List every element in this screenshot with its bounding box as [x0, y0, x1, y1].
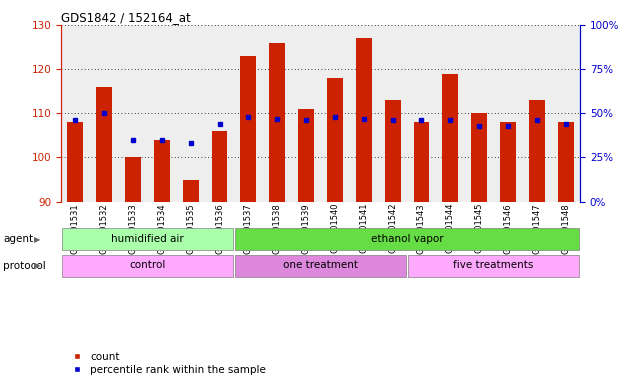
Bar	[385, 100, 401, 202]
Bar	[327, 78, 343, 202]
Text: agent: agent	[3, 234, 33, 244]
Legend: count, percentile rank within the sample: count, percentile rank within the sample	[66, 352, 266, 375]
Bar	[356, 38, 372, 202]
Bar	[471, 113, 487, 202]
Bar	[212, 131, 228, 202]
Bar	[558, 122, 574, 202]
Text: five treatments: five treatments	[453, 260, 534, 270]
Text: control: control	[129, 260, 165, 270]
Bar	[408, 255, 579, 277]
Bar	[240, 56, 256, 202]
Bar	[67, 122, 83, 202]
Bar	[298, 109, 314, 202]
Bar	[183, 180, 199, 202]
Bar	[235, 255, 406, 277]
Bar	[413, 122, 429, 202]
Bar	[96, 87, 112, 202]
Bar	[154, 140, 170, 202]
Bar	[62, 228, 233, 250]
Bar	[62, 255, 233, 277]
Text: ▶: ▶	[34, 262, 40, 270]
Text: protocol: protocol	[3, 261, 46, 271]
Bar	[125, 157, 141, 202]
Bar	[500, 122, 516, 202]
Bar	[269, 43, 285, 202]
Text: ethanol vapor: ethanol vapor	[370, 233, 444, 243]
Text: one treatment: one treatment	[283, 260, 358, 270]
Bar	[529, 100, 545, 202]
Bar	[442, 73, 458, 202]
Text: humidified air: humidified air	[111, 233, 184, 243]
Text: ▶: ▶	[34, 235, 40, 243]
Text: GDS1842 / 152164_at: GDS1842 / 152164_at	[61, 12, 190, 25]
Bar	[235, 228, 579, 250]
